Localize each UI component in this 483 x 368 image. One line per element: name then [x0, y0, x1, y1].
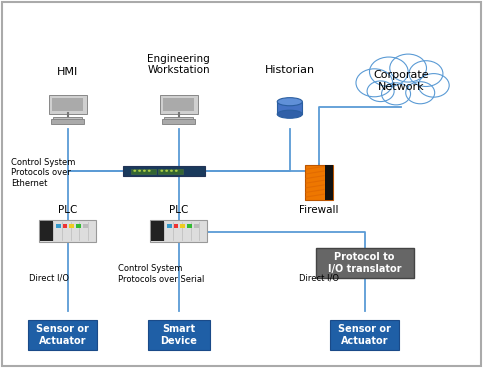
Circle shape [406, 82, 435, 104]
FancyBboxPatch shape [150, 220, 208, 242]
FancyBboxPatch shape [316, 248, 413, 279]
Circle shape [165, 170, 168, 172]
Text: Smart
Device: Smart Device [160, 324, 197, 346]
Circle shape [409, 61, 443, 86]
Ellipse shape [277, 110, 302, 118]
FancyBboxPatch shape [151, 221, 164, 241]
Circle shape [175, 170, 178, 172]
Circle shape [418, 74, 449, 97]
FancyBboxPatch shape [70, 224, 74, 228]
Text: Sensor or
Actuator: Sensor or Actuator [36, 324, 89, 346]
Circle shape [160, 170, 163, 172]
FancyBboxPatch shape [160, 95, 198, 114]
Ellipse shape [277, 98, 302, 106]
Text: Control System
Protocols over
Ethernet: Control System Protocols over Ethernet [11, 158, 75, 188]
FancyBboxPatch shape [40, 221, 54, 241]
FancyBboxPatch shape [39, 220, 97, 242]
FancyBboxPatch shape [325, 165, 333, 199]
Circle shape [170, 170, 173, 172]
FancyBboxPatch shape [76, 224, 81, 228]
Circle shape [133, 170, 136, 172]
FancyBboxPatch shape [162, 119, 195, 124]
Circle shape [369, 57, 408, 86]
Text: PLC: PLC [169, 205, 188, 215]
FancyBboxPatch shape [158, 169, 183, 174]
FancyBboxPatch shape [49, 95, 87, 114]
FancyBboxPatch shape [51, 119, 84, 124]
Text: PLC: PLC [58, 205, 77, 215]
Text: Direct I/O: Direct I/O [29, 273, 69, 282]
Text: Sensor or
Actuator: Sensor or Actuator [338, 324, 391, 346]
FancyBboxPatch shape [181, 224, 185, 228]
FancyBboxPatch shape [167, 224, 172, 228]
Circle shape [367, 81, 394, 102]
FancyBboxPatch shape [83, 224, 88, 228]
FancyBboxPatch shape [123, 166, 205, 176]
FancyBboxPatch shape [56, 224, 61, 228]
FancyBboxPatch shape [28, 320, 98, 350]
FancyBboxPatch shape [187, 224, 192, 228]
Text: Firewall: Firewall [299, 205, 339, 215]
FancyBboxPatch shape [330, 320, 399, 350]
FancyBboxPatch shape [131, 169, 156, 174]
Circle shape [143, 170, 146, 172]
FancyBboxPatch shape [164, 117, 193, 120]
FancyBboxPatch shape [63, 224, 68, 228]
Circle shape [138, 170, 141, 172]
Text: Engineering
Workstation: Engineering Workstation [147, 54, 210, 75]
Text: Corporate
Network: Corporate Network [373, 70, 429, 92]
Text: HMI: HMI [57, 67, 78, 77]
Text: Protocol to
I/O translator: Protocol to I/O translator [328, 252, 401, 274]
Text: Direct I/O: Direct I/O [299, 273, 339, 282]
FancyBboxPatch shape [53, 117, 82, 120]
FancyBboxPatch shape [194, 224, 199, 228]
FancyBboxPatch shape [174, 224, 179, 228]
FancyBboxPatch shape [305, 165, 333, 199]
FancyBboxPatch shape [148, 320, 210, 350]
Circle shape [390, 54, 426, 82]
Circle shape [382, 83, 411, 105]
Circle shape [356, 69, 393, 97]
FancyBboxPatch shape [163, 98, 194, 111]
Text: Control System
Protocols over Serial: Control System Protocols over Serial [118, 265, 205, 284]
FancyBboxPatch shape [52, 98, 84, 111]
Circle shape [148, 170, 151, 172]
Text: Historian: Historian [265, 66, 315, 75]
FancyBboxPatch shape [277, 102, 302, 114]
